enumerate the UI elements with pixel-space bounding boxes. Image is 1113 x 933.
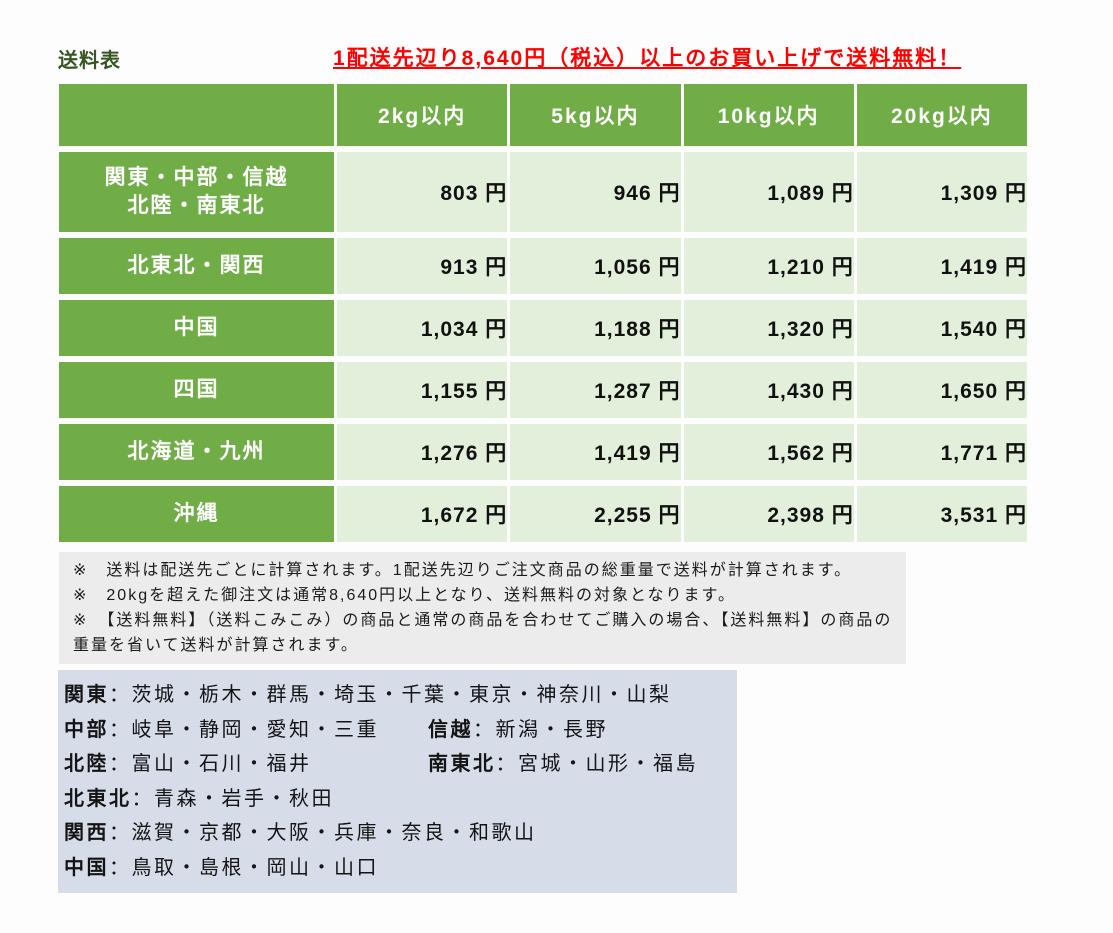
legend-row: 中国：鳥取・島根・岡山・山口 [64,851,729,886]
legend-separator: ： [131,787,154,810]
price-cell: 1,056 円 [510,238,681,294]
price-cell: 1,188 円 [510,300,681,356]
legend-entry: 南東北：宮城・山形・福島 [428,753,698,775]
notes-box: ※ 送料は配送先ごとに計算されます。1配送先辺りご注文商品の総重量で送料が計算さ… [59,552,906,664]
prefecture-list: 岐阜・静岡・愛知・三重 [131,718,379,741]
legend-entry: 中部：岐阜・静岡・愛知・三重 [64,713,428,748]
price-cell: 1,276 円 [337,424,508,480]
region-legend: 関東：茨城・栃木・群馬・埼玉・千葉・東京・神奈川・山梨 中部：岐阜・静岡・愛知・… [58,670,737,893]
price-cell: 1,034 円 [337,300,508,356]
legend-entry: 中国：鳥取・島根・岡山・山口 [64,857,379,879]
region-label: 四国 [59,362,334,418]
region-label: 中国 [59,300,334,356]
table-row: 北海道・九州 1,276 円 1,419 円 1,562 円 1,771 円 [59,424,1027,480]
legend-row: 関東：茨城・栃木・群馬・埼玉・千葉・東京・神奈川・山梨 [64,678,729,713]
region-label: 関東・中部・信越 北陸・南東北 [59,152,334,232]
table-row: 四国 1,155 円 1,287 円 1,430 円 1,650 円 [59,362,1027,418]
table-header-row: 2kg以内 5kg以内 10kg以内 20kg以内 [59,84,1027,146]
table-row: 関東・中部・信越 北陸・南東北 803 円 946 円 1,089 円 1,30… [59,152,1027,232]
price-cell: 3,531 円 [856,486,1027,542]
prefecture-list: 鳥取・島根・岡山・山口 [131,856,379,879]
legend-entry: 信越：新潟・長野 [428,719,608,741]
price-cell: 1,419 円 [856,238,1027,294]
region-name: 関西 [64,822,109,844]
prefecture-list: 滋賀・京都・大阪・兵庫・奈良・和歌山 [131,822,537,844]
shipping-fee-table: 2kg以内 5kg以内 10kg以内 20kg以内 関東・中部・信越 北陸・南東… [56,78,1030,548]
price-cell: 1,540 円 [856,300,1027,356]
price-cell: 1,562 円 [683,424,854,480]
legend-row: 北東北：青森・岩手・秋田 [64,782,729,817]
region-name: 関東 [64,684,109,706]
prefecture-list: 茨城・栃木・群馬・埼玉・千葉・東京・神奈川・山梨 [131,684,672,706]
price-cell: 1,309 円 [856,152,1027,232]
note-line: ※ 20kgを超えた御注文は通常8,640円以上となり、送料無料の対象となります… [73,587,736,604]
price-cell: 946 円 [510,152,681,232]
legend-row: 北陸：富山・石川・福井 南東北：宮城・山形・福島 [64,747,729,782]
price-cell: 1,210 円 [683,238,854,294]
column-header-5kg: 5kg以内 [510,84,681,146]
price-cell: 1,155 円 [337,362,508,418]
price-cell: 913 円 [337,238,508,294]
legend-entry: 北東北：青森・岩手・秋田 [64,788,334,810]
price-cell: 1,771 円 [856,424,1027,480]
region-name: 中国 [64,856,109,879]
region-label: 北海道・九州 [59,424,334,480]
legend-entry: 関東：茨城・栃木・群馬・埼玉・千葉・東京・神奈川・山梨 [64,684,672,706]
prefecture-list: 富山・石川・福井 [131,753,312,775]
price-cell: 1,419 円 [510,424,681,480]
legend-entry: 関西：滋賀・京都・大阪・兵庫・奈良・和歌山 [64,822,537,844]
legend-separator: ： [109,822,132,844]
price-cell: 803 円 [337,152,508,232]
price-cell: 1,287 円 [510,362,681,418]
price-cell: 1,430 円 [683,362,854,418]
price-cell: 1,089 円 [683,152,854,232]
free-shipping-banner: 1配送先辺り8,640円（税込）以上のお買い上げで送料無料！ [333,47,962,70]
legend-separator: ： [473,718,496,741]
prefecture-list: 新潟・長野 [495,718,608,741]
legend-row: 中部：岐阜・静岡・愛知・三重 信越：新潟・長野 [64,713,729,748]
table-row: 中国 1,034 円 1,188 円 1,320 円 1,540 円 [59,300,1027,356]
region-label: 沖縄 [59,486,334,542]
table-corner-cell [59,84,334,146]
legend-separator: ： [495,753,518,775]
price-cell: 1,320 円 [683,300,854,356]
page-title: 送料表 [58,50,121,72]
price-cell: 1,650 円 [856,362,1027,418]
legend-entry: 北陸：富山・石川・福井 [64,747,428,782]
region-name: 中部 [64,718,109,741]
table-row: 北東北・関西 913 円 1,056 円 1,210 円 1,419 円 [59,238,1027,294]
column-header-20kg: 20kg以内 [856,84,1027,146]
legend-separator: ： [109,684,132,706]
legend-separator: ： [109,856,132,879]
prefecture-list: 宮城・山形・福島 [518,753,698,775]
region-name: 信越 [428,718,473,741]
note-line: ※ 送料は配送先ごとに計算されます。1配送先辺りご注文商品の総重量で送料が計算さ… [73,562,853,579]
price-cell: 2,255 円 [510,486,681,542]
table-row: 沖縄 1,672 円 2,255 円 2,398 円 3,531 円 [59,486,1027,542]
legend-separator: ： [109,718,132,741]
legend-separator: ： [109,753,132,775]
column-header-2kg: 2kg以内 [337,84,508,146]
prefecture-list: 青森・岩手・秋田 [154,787,334,810]
note-line: ※ 【送料無料】（送料こみこみ）の商品と通常の商品を合わせてご購入の場合、【送料… [73,612,893,654]
price-cell: 1,672 円 [337,486,508,542]
region-name: 北東北 [64,787,132,810]
column-header-10kg: 10kg以内 [683,84,854,146]
region-name: 南東北 [428,753,496,775]
region-label: 北東北・関西 [59,238,334,294]
legend-row: 関西：滋賀・京都・大阪・兵庫・奈良・和歌山 [64,816,729,851]
price-cell: 2,398 円 [683,486,854,542]
region-name: 北陸 [64,753,109,775]
